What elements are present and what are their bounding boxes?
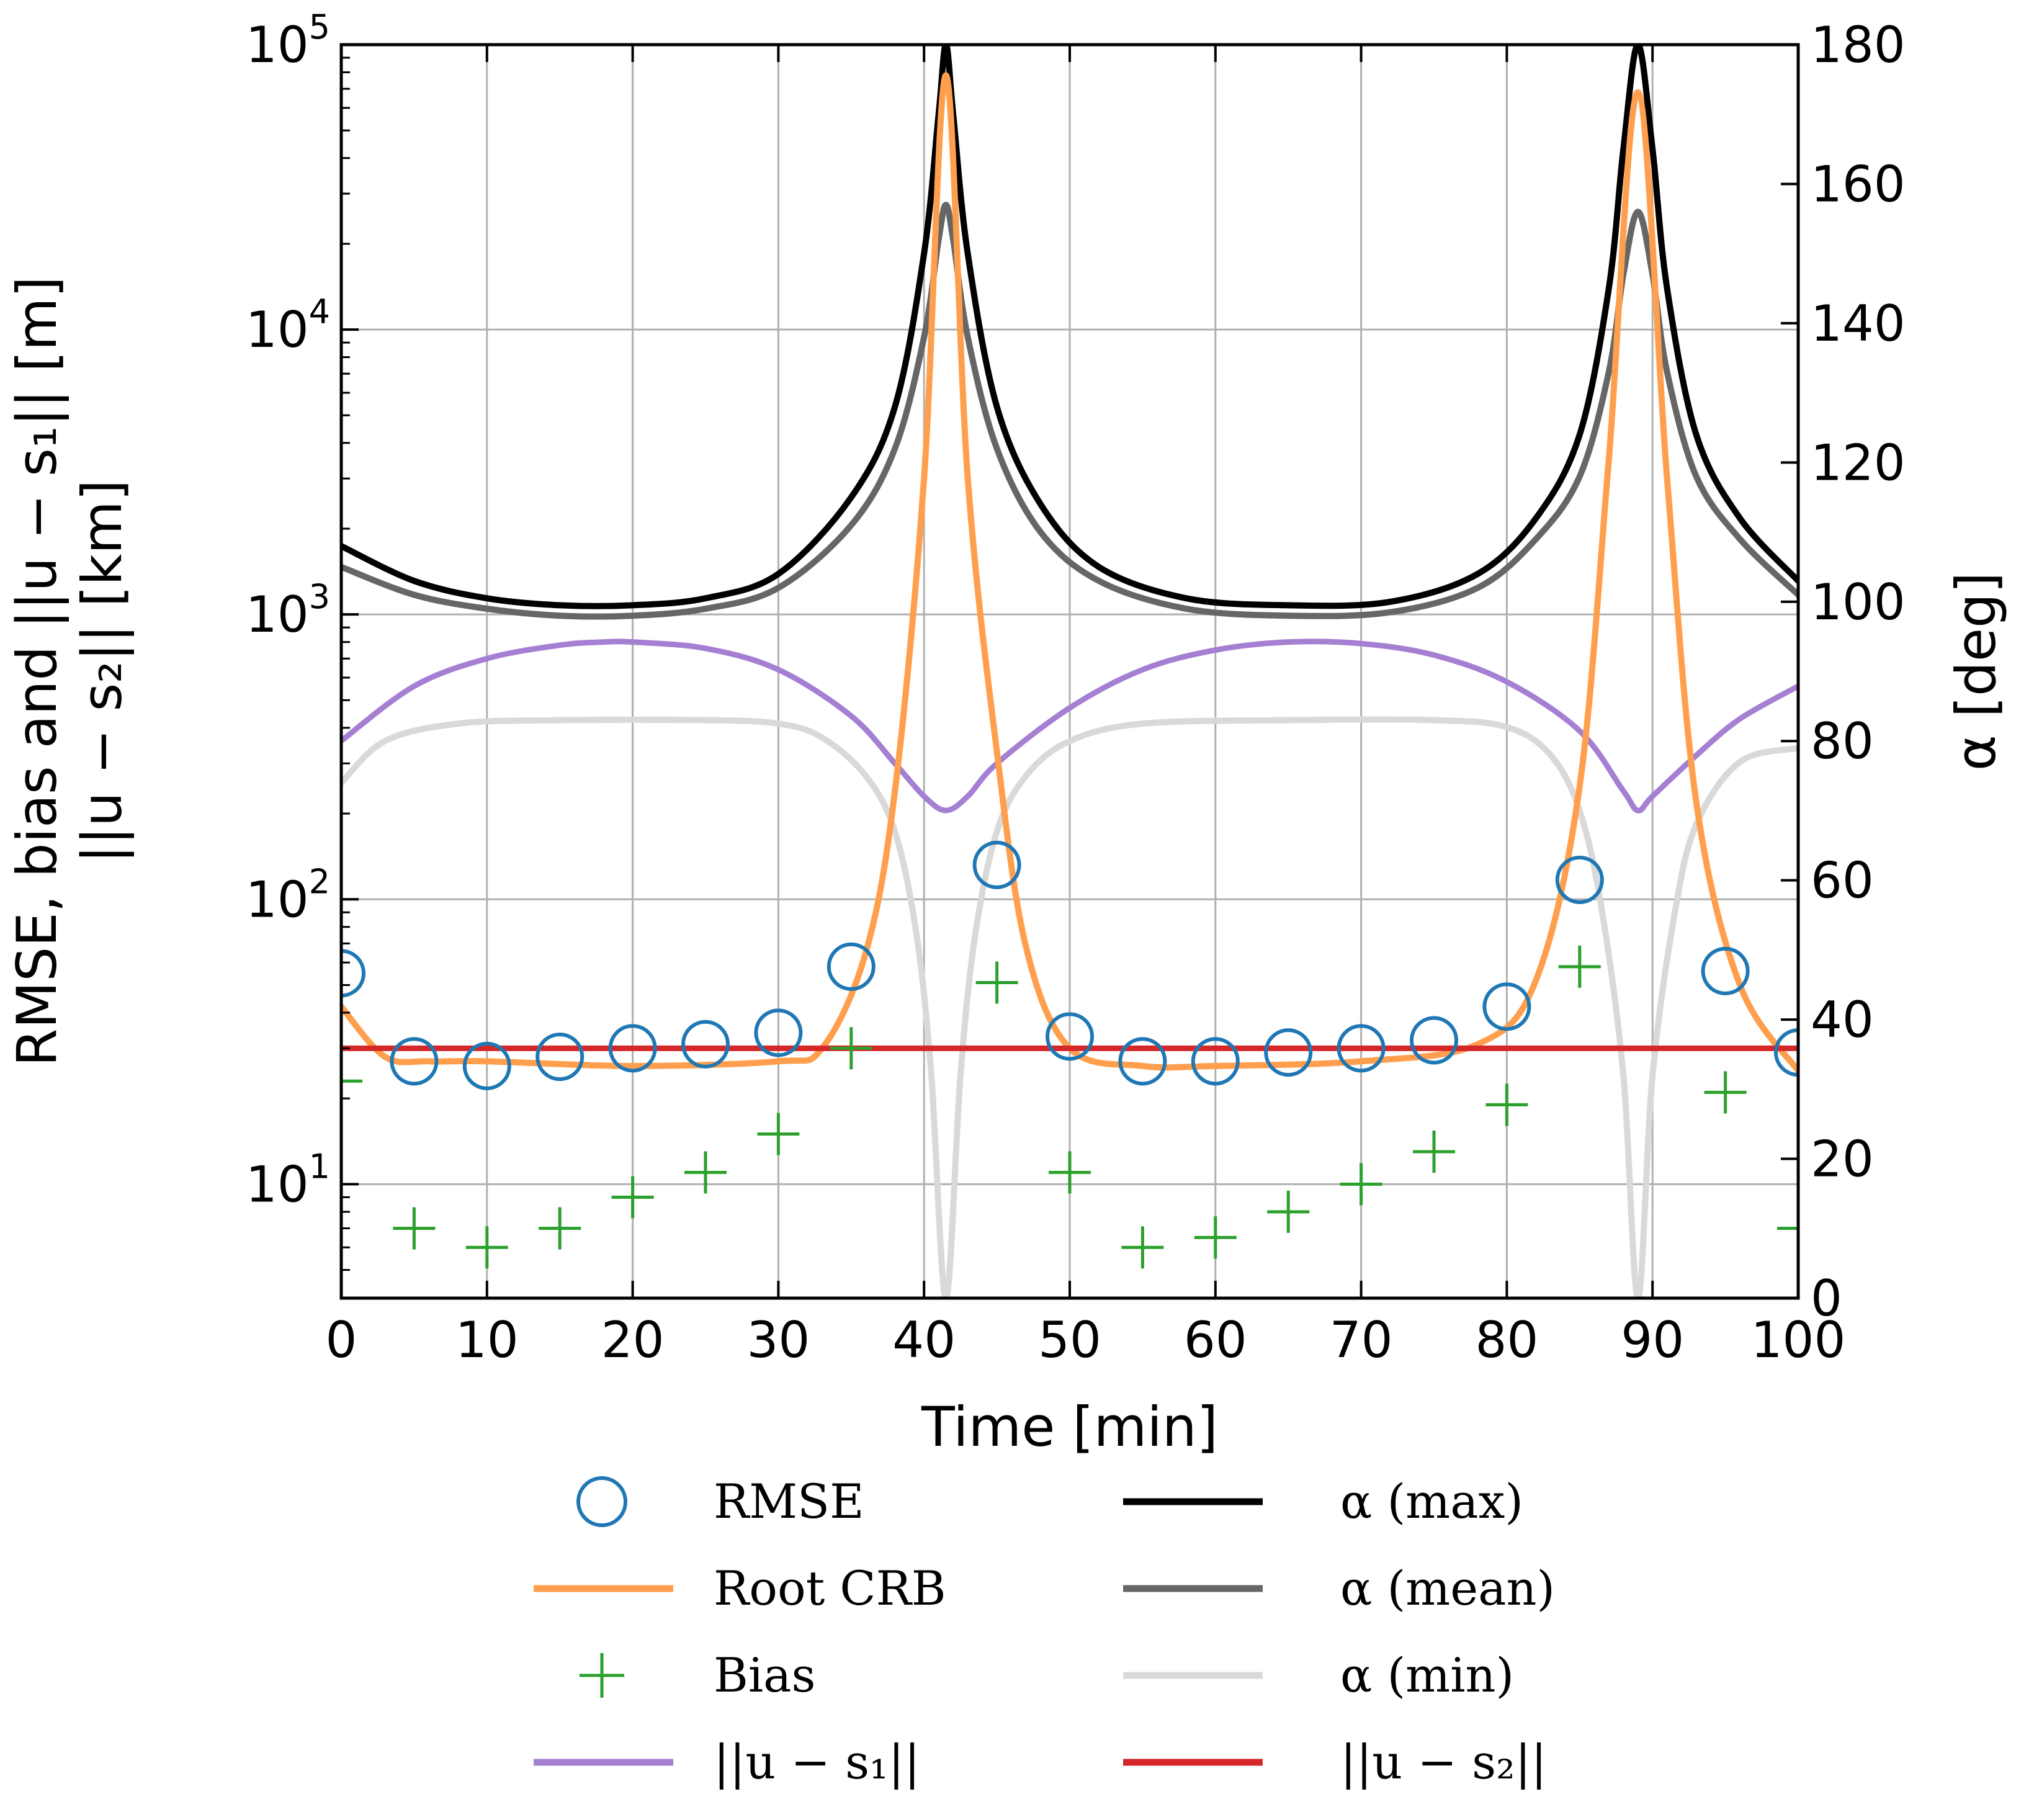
- x-tick-label: 0: [326, 1311, 357, 1369]
- y-axis-label-left-line2: ||u − s₂|| [km]: [70, 480, 135, 864]
- rmse-point: [1482, 982, 1531, 1031]
- series-line-u-s: [341, 639, 1798, 814]
- bias-point: [1413, 1131, 1455, 1173]
- bias-point: [757, 1113, 800, 1155]
- x-tick-label: 30: [747, 1311, 810, 1369]
- legend-item-u_s2: ||u − s₂||: [1123, 1734, 1547, 1790]
- y-right-tick-label: 120: [1811, 434, 1906, 491]
- legend-item-alpha_mean: α (mean): [1123, 1561, 1555, 1616]
- bias-point: [539, 1207, 581, 1250]
- rmse-point: [681, 1020, 730, 1069]
- y-axis-label-right: α [deg]: [1944, 572, 2008, 771]
- legend-item-rmse: RMSE: [576, 1474, 864, 1529]
- y-right-tick-label: 60: [1811, 852, 1874, 910]
- bias-point: [975, 961, 1018, 1004]
- bias-point: [341, 1060, 362, 1103]
- x-axis-label: Time [min]: [921, 1395, 1218, 1459]
- y-left-tick-label: 105: [246, 7, 330, 74]
- y-right-tick-label: 180: [1811, 16, 1906, 74]
- bias-point: [1267, 1190, 1310, 1233]
- y-right-tick-label: 20: [1811, 1131, 1874, 1188]
- x-tick-label: 50: [1038, 1311, 1101, 1369]
- rmse-point: [462, 1041, 511, 1090]
- rmse-point: [827, 942, 876, 991]
- x-tick-label: 10: [455, 1311, 519, 1369]
- legend-item-alpha_max: α (max): [1123, 1474, 1523, 1529]
- legend-item-alpha_min: α (min): [1123, 1647, 1514, 1703]
- bias-point: [1121, 1226, 1164, 1269]
- bias-point: [1704, 1071, 1747, 1114]
- x-tick-label: 70: [1330, 1311, 1393, 1369]
- bias-point: [611, 1176, 654, 1219]
- legend-label: ||u − s₂||: [1340, 1734, 1547, 1790]
- legend-item-bias: Bias: [580, 1647, 815, 1703]
- legend: RMSE α (max) Root CRB α (mean) Bias α (min) ||…: [534, 1474, 1555, 1790]
- series-line-root-crb: [341, 72, 1798, 1074]
- rmse-point: [972, 840, 1021, 889]
- marker-layer: [341, 840, 1798, 1269]
- bias-point: [1194, 1216, 1237, 1259]
- rmse-point: [1046, 1012, 1094, 1061]
- rmse-point: [1118, 1037, 1167, 1086]
- rmse-point: [608, 1024, 657, 1073]
- rmse-point: [535, 1033, 585, 1082]
- ticks: 0 10 20 30 40 50 60 70 80 90 100 101 102 103 104 105 0 20…: [246, 7, 1906, 1369]
- bias-point: [1558, 945, 1601, 988]
- bias-point: [393, 1207, 436, 1250]
- legend-label: RMSE: [714, 1474, 864, 1529]
- legend-label: Bias: [714, 1647, 815, 1703]
- y-axis-label-left-line1: RMSE, bias and ||u − s₁|| [m]: [5, 276, 69, 1067]
- y-right-tick-label: 140: [1811, 295, 1906, 352]
- x-tick-label: 80: [1476, 1311, 1539, 1369]
- y-right-tick-label: 100: [1811, 573, 1906, 631]
- x-tick-label: 40: [892, 1311, 956, 1369]
- y-left-tick-label: 104: [246, 292, 330, 359]
- legend-swatch-circle: [576, 1476, 627, 1527]
- series-line-min: [341, 716, 1798, 1298]
- x-tick-label: 100: [1751, 1311, 1846, 1369]
- bias-point: [684, 1151, 727, 1194]
- rmse-point: [1701, 946, 1750, 995]
- y-right-tick-label: 160: [1811, 155, 1906, 213]
- x-tick-label: 60: [1184, 1311, 1247, 1369]
- bias-point: [1049, 1151, 1091, 1194]
- rmse-point: [1264, 1028, 1313, 1077]
- bias-point: [830, 1027, 872, 1070]
- rmse-point: [341, 949, 365, 998]
- y-right-tick-label: 0: [1811, 1270, 1842, 1327]
- rmse-point: [390, 1037, 439, 1086]
- y-right-tick-label: 80: [1811, 712, 1874, 770]
- rmse-point: [754, 1008, 803, 1057]
- rmse-point: [1410, 1016, 1458, 1065]
- legend-label: α (min): [1340, 1647, 1514, 1703]
- rmse-point: [1774, 1028, 1798, 1077]
- bias-point: [1777, 1207, 1798, 1250]
- y-left-tick-label: 102: [246, 862, 330, 928]
- legend-item-u_s1: ||u − s₁||: [534, 1734, 920, 1790]
- legend-label: Root CRB: [714, 1561, 946, 1616]
- series-line-mean: [341, 202, 1798, 620]
- y-left-tick-label: 101: [246, 1147, 330, 1213]
- bias-point: [1340, 1163, 1382, 1206]
- legend-label: α (max): [1340, 1474, 1523, 1529]
- legend-item-root_crb: Root CRB: [534, 1561, 946, 1616]
- y-right-tick-label: 40: [1811, 991, 1874, 1049]
- legend-label: ||u − s₁||: [714, 1734, 920, 1790]
- x-tick-label: 90: [1621, 1311, 1684, 1369]
- series-line-max: [341, 45, 1798, 609]
- rmse-point: [1555, 855, 1604, 904]
- rmse-point: [1191, 1037, 1240, 1086]
- x-tick-label: 20: [601, 1311, 665, 1369]
- rmse-point: [1337, 1024, 1386, 1073]
- bias-point: [465, 1226, 508, 1269]
- y-left-tick-label: 103: [246, 577, 330, 643]
- legend-label: α (mean): [1340, 1561, 1555, 1616]
- bias-point: [1485, 1083, 1528, 1126]
